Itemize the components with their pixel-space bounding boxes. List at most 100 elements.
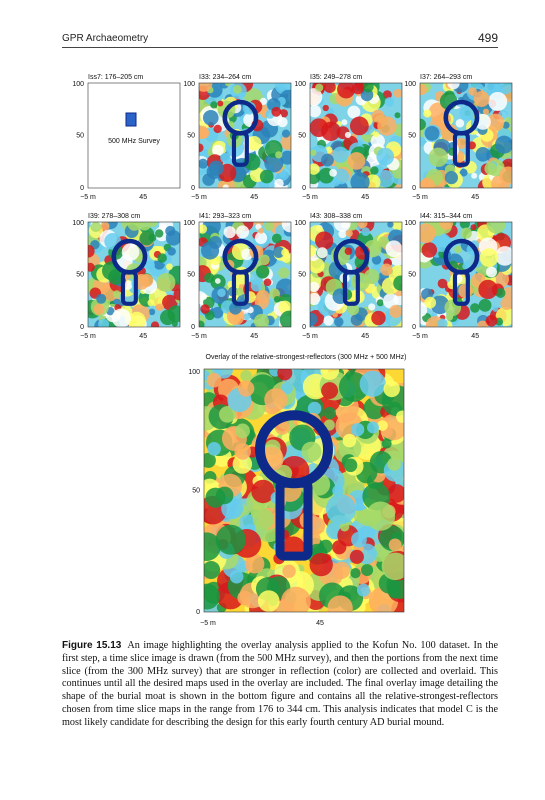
heat-blob <box>88 244 95 258</box>
heat-blob <box>383 380 400 398</box>
panel-label: 500 MHz Survey <box>108 138 160 145</box>
moat-stem <box>231 131 249 167</box>
plot-frame <box>309 82 403 189</box>
heat-blob <box>376 147 395 166</box>
y-tick-label: 0 <box>191 324 195 331</box>
heat-blob <box>159 223 167 232</box>
heat-blob <box>473 91 490 107</box>
heat-blob <box>350 567 361 579</box>
heat-blob <box>326 107 335 116</box>
heat-blob <box>471 172 478 179</box>
heat-blob <box>145 260 155 271</box>
heat-blob <box>377 420 388 431</box>
heat-blob <box>223 226 236 239</box>
heat-blob <box>373 240 381 248</box>
heat-blob <box>264 222 274 231</box>
y-tick-label: 50 <box>76 271 84 278</box>
heat-blob <box>388 538 402 552</box>
heat-blob <box>455 118 465 128</box>
x-tick-label: 45 <box>361 194 369 201</box>
heatmap <box>420 83 512 188</box>
heat-blob <box>359 370 386 397</box>
heat-blob <box>500 297 512 310</box>
heat-blob <box>96 293 107 304</box>
heat-blob <box>232 454 253 474</box>
heat-blob <box>333 222 351 232</box>
heat-blob <box>376 299 384 307</box>
heat-blob <box>205 487 226 508</box>
x-tick-label: −5 m <box>302 194 318 201</box>
heat-blob <box>322 104 329 112</box>
heat-blob <box>199 158 209 169</box>
heat-blob <box>259 97 268 106</box>
heat-blob <box>278 267 290 279</box>
x-tick-label: −5 m <box>80 333 96 340</box>
heat-blob <box>274 178 284 188</box>
heat-blob <box>325 494 356 525</box>
heat-blob <box>320 369 340 380</box>
heat-blob <box>389 304 402 318</box>
plot-frame <box>198 82 292 189</box>
heat-blob <box>140 273 154 288</box>
heat-blob <box>263 278 272 287</box>
heat-blob <box>206 372 222 388</box>
heat-blob <box>310 244 316 257</box>
heat-blob <box>253 313 270 327</box>
heat-blob <box>108 269 124 285</box>
x-tick-label: 45 <box>250 333 258 340</box>
x-tick-label: −5 m <box>80 194 96 201</box>
heat-blob <box>394 112 401 119</box>
y-tick-label: 50 <box>192 487 200 494</box>
heatmap <box>199 222 291 327</box>
heat-blob <box>232 85 242 94</box>
heat-blob <box>371 109 385 123</box>
heat-blob <box>238 380 255 397</box>
y-tick-label: 50 <box>187 132 195 139</box>
heat-blob <box>343 458 358 473</box>
heat-blob <box>160 309 176 326</box>
heatmap <box>199 83 291 188</box>
heat-blob <box>385 240 402 258</box>
heat-blob <box>281 222 291 233</box>
x-tick-label: −5 m <box>302 333 318 340</box>
heat-blob <box>281 248 290 257</box>
y-tick-label: 50 <box>408 271 416 278</box>
heat-blob <box>361 227 370 236</box>
panel-title: I39: 278–308 cm <box>88 213 140 220</box>
x-tick-label: 45 <box>250 194 258 201</box>
heat-blob <box>460 227 472 239</box>
heat-blob <box>235 287 244 296</box>
heat-blob <box>280 586 311 612</box>
heat-blob <box>199 143 204 153</box>
y-tick-label: 0 <box>302 185 306 192</box>
heat-blob <box>455 137 467 150</box>
panel-title: I33: 234–264 cm <box>199 74 251 81</box>
heat-blob <box>229 569 244 584</box>
heat-blob <box>437 278 448 289</box>
heatmap <box>310 222 402 327</box>
panel-title: I41: 293–323 cm <box>199 213 251 220</box>
plot-bg <box>88 83 180 188</box>
heat-blob <box>279 310 291 327</box>
heat-blob <box>349 116 369 136</box>
running-head: GPR Archaeometry <box>62 33 149 44</box>
heat-blob <box>323 406 336 420</box>
heat-blob <box>225 83 231 87</box>
heat-blob <box>347 303 360 316</box>
heat-blob <box>462 263 469 270</box>
heat-blob <box>387 484 404 503</box>
heat-blob <box>344 131 352 139</box>
heat-blob <box>376 169 395 188</box>
heat-blob <box>351 531 367 548</box>
heat-blob <box>475 147 491 162</box>
heat-blob <box>428 147 448 167</box>
heat-blob <box>420 136 427 147</box>
heat-blob <box>199 127 210 139</box>
heat-blob <box>368 303 376 311</box>
heat-blob <box>213 124 222 134</box>
heat-blob <box>259 254 270 266</box>
heat-blob <box>167 247 176 256</box>
y-tick-label: 50 <box>408 132 416 139</box>
heat-blob <box>310 163 320 175</box>
heat-blob <box>382 293 399 309</box>
